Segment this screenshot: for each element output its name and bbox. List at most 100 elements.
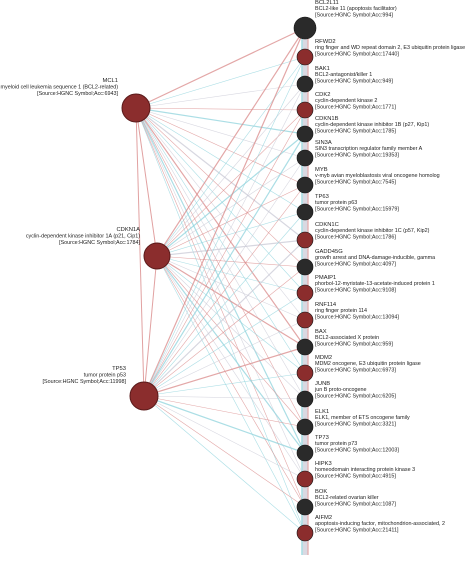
edge-tp53-rfwd2 bbox=[143, 56, 306, 397]
gene-label-bax-0: BAX bbox=[315, 329, 327, 335]
gene-label-gadd45g-2: [Source:HGNC Symbol;Acc:4097] bbox=[315, 261, 396, 267]
gene-label-bok-1: BCL2-related ovarian killer bbox=[315, 495, 379, 501]
node-tp63[interactable] bbox=[296, 203, 314, 221]
hub-label-cdkn1a-2: [Source:HGNC Symbol;Acc:1784] bbox=[59, 240, 140, 246]
gene-label-mdm2-0: MDM2 bbox=[315, 355, 332, 361]
edge-tp53-pmaip1 bbox=[143, 292, 306, 397]
node-bok[interactable] bbox=[296, 498, 314, 516]
edge-cdkn1a-tp73 bbox=[156, 255, 306, 454]
edge-mcl1-sin3a bbox=[135, 107, 306, 159]
node-pmaip1[interactable] bbox=[296, 284, 314, 302]
node-cdkn1c[interactable] bbox=[296, 231, 314, 249]
hub-label-tp53-2: [Source:HGNC Symbol;Acc:11998] bbox=[43, 379, 127, 385]
node-cdkn1a[interactable] bbox=[143, 242, 171, 270]
hub-label-mcl1-2: [Source:HGNC Symbol;Acc:6943] bbox=[37, 91, 118, 97]
edge-tp53-cdk2 bbox=[143, 109, 306, 397]
gene-label-elk1-0: ELK1 bbox=[315, 409, 329, 415]
edge-mcl1-tp53 bbox=[135, 107, 145, 397]
gene-label-bok-0: BOK bbox=[315, 489, 327, 495]
gene-label-cdkn1c-0: CDKN1C bbox=[315, 222, 339, 228]
gene-label-mdm2-2: [Source:HGNC Symbol;Acc:6973] bbox=[315, 367, 396, 373]
node-elk1[interactable] bbox=[296, 418, 314, 436]
edge-cdkn1a-rfwd2 bbox=[156, 56, 306, 257]
gene-label-pmaip1-0: PMAIP1 bbox=[315, 275, 336, 281]
node-bcl2l11[interactable] bbox=[293, 16, 317, 40]
edge-mcl1-aifm2 bbox=[135, 107, 306, 534]
hub-label-mcl1-0: MCL1 bbox=[103, 78, 118, 84]
node-rfwd2[interactable] bbox=[296, 48, 314, 66]
gene-label-bak1-2: [Source:HGNC Symbol;Acc:949] bbox=[315, 78, 393, 84]
edge-cdkn1a-bok bbox=[156, 255, 306, 508]
node-rnf114[interactable] bbox=[296, 311, 314, 329]
edge-tp53-aifm2 bbox=[143, 395, 306, 534]
node-cdkn1b[interactable] bbox=[296, 125, 314, 143]
gene-label-cdkn1b-1: cyclin-dependent kinase inhibitor 1B (p2… bbox=[315, 122, 429, 128]
edge-tp53-myb bbox=[143, 184, 306, 397]
node-tp53[interactable] bbox=[129, 381, 159, 411]
node-mcl1[interactable] bbox=[121, 93, 151, 123]
gene-label-rfwd2-2: [Source:HGNC Symbol;Acc:17440] bbox=[315, 51, 399, 57]
edge-tp53-junb bbox=[143, 395, 306, 400]
edge-cdkn1a-bak1 bbox=[156, 83, 306, 257]
gene-label-myb-0: MYB bbox=[315, 167, 328, 173]
gene-label-rnf114-0: RNF114 bbox=[315, 302, 337, 308]
gene-label-junb-0: JUNB bbox=[315, 381, 330, 387]
hub-label-tp53-1: tumor protein p53 bbox=[84, 372, 126, 378]
gene-label-bak1-1: BCL2-antagonist/killer 1 bbox=[315, 72, 372, 78]
gene-label-bcl2l11-1: BCL2-like 11 (apoptosis facilitator) bbox=[315, 6, 397, 12]
edge-cdkn1a-hipk3 bbox=[156, 255, 306, 480]
hub-label-tp53-0: TP53 bbox=[112, 366, 126, 372]
gene-label-cdk2-1: cyclin-dependent kinase 2 bbox=[315, 98, 377, 104]
node-mdm2[interactable] bbox=[296, 364, 314, 382]
gene-label-cdk2-2: [Source:HGNC Symbol;Acc:1771] bbox=[315, 104, 396, 110]
edge-mcl1-bak1 bbox=[135, 83, 306, 109]
node-tp73[interactable] bbox=[296, 444, 314, 462]
edge-cdkn1a-rnf114 bbox=[156, 255, 306, 321]
edge-mcl1-bcl2l11 bbox=[135, 27, 306, 109]
node-junb[interactable] bbox=[296, 390, 314, 408]
edge-cdkn1a-cdk2 bbox=[156, 109, 306, 257]
edge-tp53-mdm2 bbox=[143, 372, 306, 397]
gene-label-mdm2-1: MDM2 oncogene, E3 ubiquitin protein liga… bbox=[315, 361, 421, 367]
edge-layer bbox=[135, 27, 306, 534]
node-cdk2[interactable] bbox=[296, 101, 314, 119]
gene-label-hipk3-2: [Source:HGNC Symbol;Acc:4915] bbox=[315, 473, 396, 479]
edge-tp53-tp63 bbox=[143, 211, 306, 397]
gene-label-bcl2l11-0: BCL2L11 bbox=[315, 0, 339, 6]
gene-label-gadd45g-1: growth arrest and DNA-damage-inducible, … bbox=[315, 255, 435, 261]
gene-label-cdkn1b-2: [Source:HGNC Symbol;Acc:1785] bbox=[315, 128, 396, 134]
gene-label-cdkn1b-0: CDKN1B bbox=[315, 116, 339, 122]
node-hipk3[interactable] bbox=[296, 470, 314, 488]
gene-label-hipk3-0: HIPK3 bbox=[315, 461, 332, 467]
gene-label-tp73-2: [Source:HGNC Symbol;Acc:12003] bbox=[315, 447, 399, 453]
gene-label-bax-2: [Source:HGNC Symbol;Acc:959] bbox=[315, 341, 393, 347]
gene-label-sin3a-0: SIN3A bbox=[315, 140, 332, 146]
hub-label-mcl1-1: myeloid cell leukemia sequence 1 (BCL2-r… bbox=[1, 84, 119, 90]
edge-mcl1-cdkn1a bbox=[135, 107, 158, 257]
edge-cdkn1a-cdkn1c bbox=[156, 239, 306, 257]
gene-label-hipk3-1: homeodomain interacting protein kinase 3 bbox=[315, 467, 415, 473]
node-gadd45g[interactable] bbox=[296, 258, 314, 276]
gene-label-tp63-2: [Source:HGNC Symbol;Acc:15979] bbox=[315, 206, 399, 212]
edge-tp53-gadd45g bbox=[143, 266, 306, 397]
edge-mcl1-tp73 bbox=[135, 107, 306, 454]
edge-mcl1-cdk2 bbox=[135, 107, 306, 111]
gene-label-elk1-1: ELK1, member of ETS oncogene family bbox=[315, 415, 410, 421]
edge-mcl1-gadd45g bbox=[135, 107, 306, 268]
node-bak1[interactable] bbox=[296, 75, 314, 93]
edge-cdkn1a-gadd45g bbox=[156, 255, 306, 268]
gene-label-rfwd2-1: ring finger and WD repeat domain 2, E3 u… bbox=[315, 45, 465, 51]
node-bax[interactable] bbox=[296, 338, 314, 356]
edge-mcl1-myb bbox=[135, 107, 306, 186]
node-myb[interactable] bbox=[296, 176, 314, 194]
edge-tp53-sin3a bbox=[143, 157, 306, 397]
edge-tp53-bak1 bbox=[143, 83, 306, 397]
node-aifm2[interactable] bbox=[296, 524, 314, 542]
edge-mcl1-mdm2 bbox=[135, 107, 306, 374]
edge-tp53-elk1 bbox=[143, 395, 306, 428]
edge-mcl1-bax bbox=[135, 107, 306, 348]
node-sin3a[interactable] bbox=[296, 149, 314, 167]
edge-tp53-bax bbox=[143, 346, 306, 397]
